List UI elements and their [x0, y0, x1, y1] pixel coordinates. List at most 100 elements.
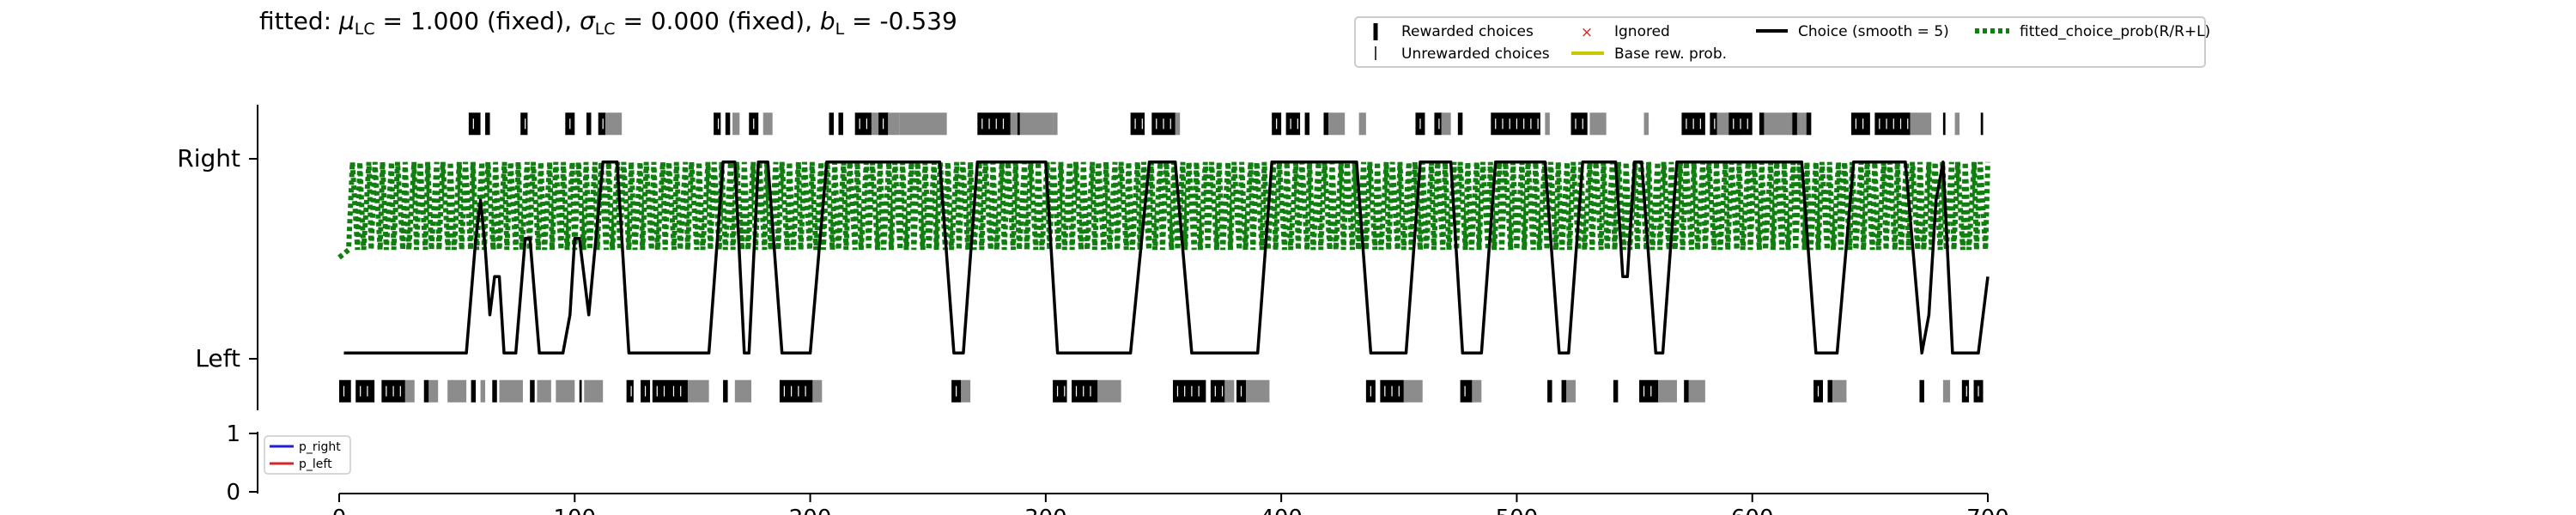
raster-left-rewarded: [492, 379, 497, 403]
raster-left-unrewarded: [1097, 379, 1121, 403]
x-tick-label: 300: [1024, 506, 1067, 515]
lower-legend: p_right p_left: [264, 435, 351, 475]
raster-right-unrewarded: [1441, 112, 1451, 136]
raster-right-unrewarded: [605, 112, 623, 136]
raster-left-rewarded: [669, 379, 688, 403]
legend-entry-unrewarded: Unrewarded choices: [1375, 45, 1550, 63]
raster-right-rewarded: [1850, 112, 1870, 136]
raster-right-rewarded: [1285, 112, 1301, 136]
raster-left-rewarded: [1639, 379, 1658, 403]
raster-right-rewarded: [714, 112, 721, 136]
choice-rasters: [339, 112, 1984, 403]
legend-label-ignored: Ignored: [1614, 23, 1670, 40]
raster-left-unrewarded: [1472, 379, 1482, 403]
raster-right-unrewarded: [1589, 112, 1607, 136]
raster-right-unrewarded: [1358, 112, 1366, 136]
raster-left-rewarded: [339, 379, 351, 403]
x-tick-label: 200: [789, 506, 832, 515]
lower-plot-panel: 1 0 p_right p_left: [226, 421, 351, 506]
raster-right-rewarded: [485, 112, 490, 136]
lower-y-tick-label-0: 0: [226, 480, 240, 506]
raster-right-rewarded: [725, 112, 731, 136]
raster-left-rewarded: [626, 379, 634, 403]
raster-left-unrewarded: [1688, 379, 1705, 403]
raster-left-rewarded: [723, 379, 728, 403]
raster-left-rewarded: [530, 379, 535, 403]
raster-right-unrewarded: [1328, 112, 1346, 136]
raster-left-unrewarded: [1246, 379, 1270, 403]
raster-right-rewarded: [1874, 112, 1911, 136]
raster-left-unrewarded: [1942, 379, 1951, 403]
raster-left-unrewarded: [1566, 379, 1576, 403]
raster-right-rewarded: [1457, 112, 1463, 136]
raster-right-unrewarded: [1643, 112, 1649, 136]
raster-left-unrewarded: [428, 379, 439, 403]
raster-left-unrewarded: [734, 379, 751, 403]
raster-left-unrewarded: [556, 379, 575, 403]
legend-entry-choice-smooth: Choice (smooth = 5): [1756, 23, 1949, 40]
legend-entry-fitted-prob: fitted_choice_prob(R/R+L): [1975, 23, 2210, 40]
fitted-choice-prob-polyline: [337, 161, 1990, 260]
raster-left-rewarded: [1547, 379, 1552, 403]
raster-right-rewarded: [1710, 112, 1717, 136]
choice-smooth-polyline: [343, 161, 1990, 355]
x-tick-label: 500: [1496, 506, 1539, 515]
legend: Rewarded choices Unrewarded choices × Ig…: [1354, 16, 2210, 68]
fitted-choice-prob-line: [337, 161, 1990, 260]
raster-right-rewarded: [977, 112, 1011, 136]
raster-right-unrewarded: [762, 112, 773, 136]
raster-left-rewarded: [1684, 379, 1689, 403]
raster-right-rewarded: [854, 112, 872, 136]
raster-left-rewarded: [1460, 379, 1473, 403]
raster-right-unrewarded: [1764, 112, 1812, 136]
y-tick-right: Right: [177, 144, 258, 173]
legend-swatch-ignored-x-icon: ×: [1581, 24, 1593, 41]
x-tick-400: 400: [1260, 494, 1303, 515]
raster-left-unrewarded: [1403, 379, 1423, 403]
raster-right-rewarded: [829, 112, 834, 136]
y-tick-label-right: Right: [177, 144, 240, 173]
raster-right-rewarded: [520, 112, 528, 136]
x-tick-label: 400: [1260, 506, 1303, 515]
x-tick-100: 100: [553, 494, 596, 515]
raster-left-rewarded: [1827, 379, 1832, 403]
lower-y-tick-0: 0: [226, 480, 258, 506]
raster-left-unrewarded: [584, 379, 604, 403]
legend-label-fitted-prob: fitted_choice_prob(R/R+L): [2020, 23, 2210, 40]
raster-left-unrewarded: [961, 379, 971, 403]
raster-left-unrewarded: [812, 379, 823, 403]
raster-left-unrewarded: [1224, 379, 1235, 403]
lower-y-tick-label-1: 1: [226, 421, 240, 447]
raster-left-unrewarded: [537, 379, 551, 403]
x-tick-label: 100: [553, 506, 596, 515]
raster-left-unrewarded: [447, 379, 467, 403]
x-tick-600: 600: [1731, 494, 1774, 515]
raster-left-rewarded: [1613, 379, 1619, 403]
main-plot-panel: Right Left: [177, 105, 1990, 410]
raster-right-unrewarded: [1175, 112, 1181, 136]
raster-right-rewarded: [1571, 112, 1588, 136]
x-tick-700: 700: [1966, 494, 2009, 515]
raster-left-rewarded: [1172, 379, 1206, 403]
raster-left-unrewarded: [1832, 379, 1847, 403]
raster-right-rewarded: [1130, 112, 1145, 136]
lower-legend-label-p-right: p_right: [299, 440, 341, 454]
raster-left-rewarded: [423, 379, 429, 403]
lower-legend-label-p-left: p_left: [299, 457, 332, 471]
raster-right-rewarded: [598, 112, 605, 136]
legend-label-choice-smooth: Choice (smooth = 5): [1798, 23, 1949, 40]
raster-left-rewarded: [652, 379, 669, 403]
raster-right-rewarded: [468, 112, 481, 136]
x-tick-300: 300: [1024, 494, 1067, 515]
raster-right-rewarded: [1980, 112, 1984, 136]
raster-right-rewarded: [1942, 112, 1946, 136]
raster-right-unrewarded: [1954, 112, 1960, 136]
raster-left-rewarded: [1961, 379, 1970, 403]
raster-left-rewarded: [1919, 379, 1924, 403]
legend-label-base-prob: Base rew. prob.: [1614, 45, 1727, 63]
raster-left-unrewarded: [1658, 379, 1677, 403]
legend-entry-rewarded: Rewarded choices: [1373, 23, 1534, 40]
x-tick-0: 0: [332, 494, 346, 515]
raster-left-unrewarded: [499, 379, 523, 403]
